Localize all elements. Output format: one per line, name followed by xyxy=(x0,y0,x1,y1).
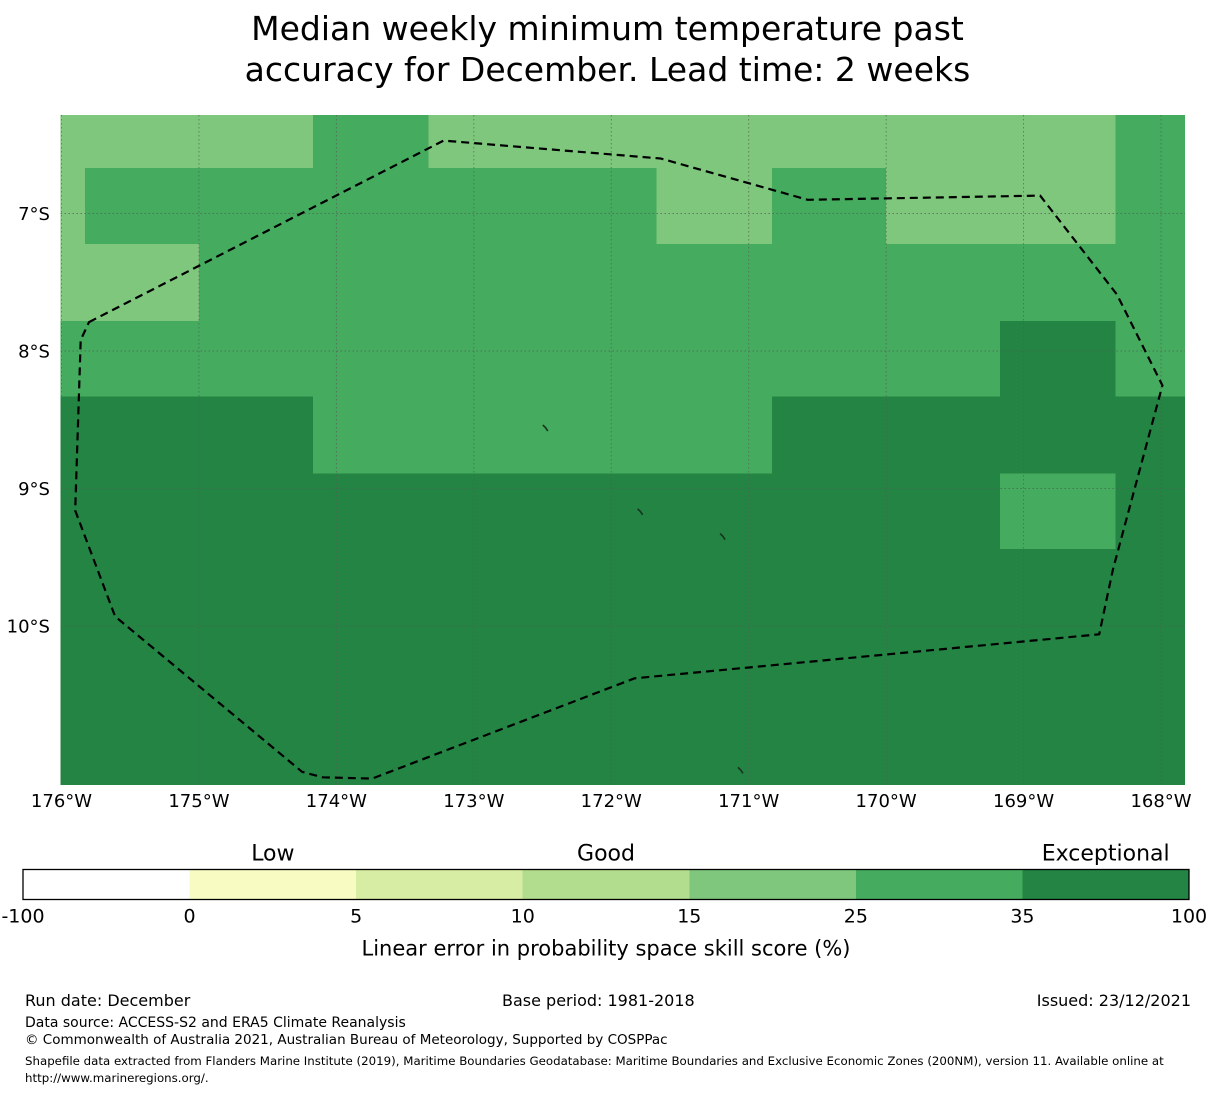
data-source-label: Data source: ACCESS-S2 and ERA5 Climate … xyxy=(25,1015,406,1031)
map-cell-35-100 xyxy=(60,396,314,474)
map-cell-25-35 xyxy=(84,168,657,244)
colorbar-section-label: Exceptional xyxy=(1042,842,1170,867)
island-mark xyxy=(719,533,726,541)
map-cell-25-35 xyxy=(1115,115,1185,169)
lat-tick-label: 8°S xyxy=(18,342,50,363)
map-cell-15-25 xyxy=(886,168,1116,244)
colorbar-tick-label: 5 xyxy=(350,906,362,928)
map-cell-25-35 xyxy=(313,396,773,474)
colorbar-section-label: Good xyxy=(577,842,635,867)
shapefile-note: Shapefile data extracted from Flanders M… xyxy=(25,1054,1164,1086)
colorbar-bin-10-15 xyxy=(522,869,690,900)
colorbar-tick-label: 35 xyxy=(1010,906,1034,928)
lat-tick-label: 9°S xyxy=(18,479,50,500)
map-cell-35-100 xyxy=(60,473,1001,549)
colorbar-bin-25-35 xyxy=(855,869,1023,900)
colorbar-tick-label: -100 xyxy=(1,906,44,928)
lon-tick-label: 175°W xyxy=(168,791,229,812)
colorbar-tick-label: 100 xyxy=(1171,906,1207,928)
colorbar-bin--100-0 xyxy=(23,869,190,900)
colorbar-tick-label: 15 xyxy=(677,906,701,928)
run-date-label: Run date: December xyxy=(25,991,191,1010)
map-cell-35-100 xyxy=(1115,473,1185,549)
lon-tick-label: 174°W xyxy=(306,791,367,812)
lon-tick-label: 170°W xyxy=(856,791,917,812)
map-cell-15-25 xyxy=(60,168,85,244)
map-cell-15-25 xyxy=(60,243,199,321)
lon-tick-label: 169°W xyxy=(993,791,1054,812)
map-area xyxy=(60,115,1185,785)
chart-title-line1: Median weekly minimum temperature past xyxy=(251,9,964,48)
colorbar-bin-5-10 xyxy=(356,869,523,900)
lon-tick-label: 173°W xyxy=(443,791,504,812)
lon-tick-label: 168°W xyxy=(1130,791,1191,812)
colorbar-bin-15-25 xyxy=(689,869,856,900)
map-cell-25-35 xyxy=(198,243,1185,321)
chart-title-line2: accuracy for December. Lead time: 2 week… xyxy=(244,50,971,89)
colorbar-section-label: Low xyxy=(251,842,294,867)
chart-title: Median weekly minimum temperature past a… xyxy=(0,8,1215,90)
map-cell-25-35 xyxy=(60,320,1001,397)
map-cell-25-35 xyxy=(1000,473,1116,549)
map-gridlines xyxy=(60,115,1185,785)
colorbar-frame xyxy=(22,868,1190,901)
map-cell-15-25 xyxy=(60,115,314,169)
map-cell-25-35 xyxy=(313,115,429,169)
colorbar-bin-0-5 xyxy=(189,869,357,900)
map-cell-35-100 xyxy=(772,396,1185,474)
lon-axis: 176°W 175°W 174°W 173°W 172°W 171°W 170°W 169°W… xyxy=(31,791,1192,812)
lon-tick-label: 171°W xyxy=(718,791,779,812)
lon-tick-label: 176°W xyxy=(31,791,92,812)
map-cell-25-35 xyxy=(772,168,887,244)
colorbar-bin-35-100 xyxy=(1022,869,1189,900)
island-mark xyxy=(737,766,744,774)
map-cell-15-25 xyxy=(428,115,1116,169)
colorbar-tick-label: 25 xyxy=(844,906,868,928)
issued-date-label: Issued: 23/12/2021 xyxy=(1036,991,1191,1010)
colorbar: -100 0 5 10 15 25 35 100 Low Good Exceptional Linea… xyxy=(1,842,1207,961)
colorbar-tick-label: 10 xyxy=(511,906,535,928)
copyright-label: © Commonwealth of Australia 2021, Austra… xyxy=(25,1032,668,1048)
colorbar-axis-label: Linear error in probability space skill … xyxy=(362,937,851,961)
map-cell-35-100 xyxy=(60,549,1185,785)
map-cell-25-35 xyxy=(1115,320,1185,397)
map-cell-15-25 xyxy=(656,168,773,244)
lat-tick-label: 7°S xyxy=(18,204,50,225)
map-cell-35-100 xyxy=(1000,320,1116,397)
colorbar-tick-label: 0 xyxy=(184,906,196,928)
base-period-label: Base period: 1981-2018 xyxy=(502,991,695,1010)
lat-tick-label: 10°S xyxy=(7,617,50,638)
eez-boundary xyxy=(74,139,1164,780)
map-cell-25-35 xyxy=(1115,168,1185,244)
island-mark xyxy=(542,424,549,432)
lat-axis: 7°S 8°S 9°S 10°S xyxy=(7,204,50,638)
island-mark xyxy=(637,508,644,516)
lon-tick-label: 172°W xyxy=(581,791,642,812)
